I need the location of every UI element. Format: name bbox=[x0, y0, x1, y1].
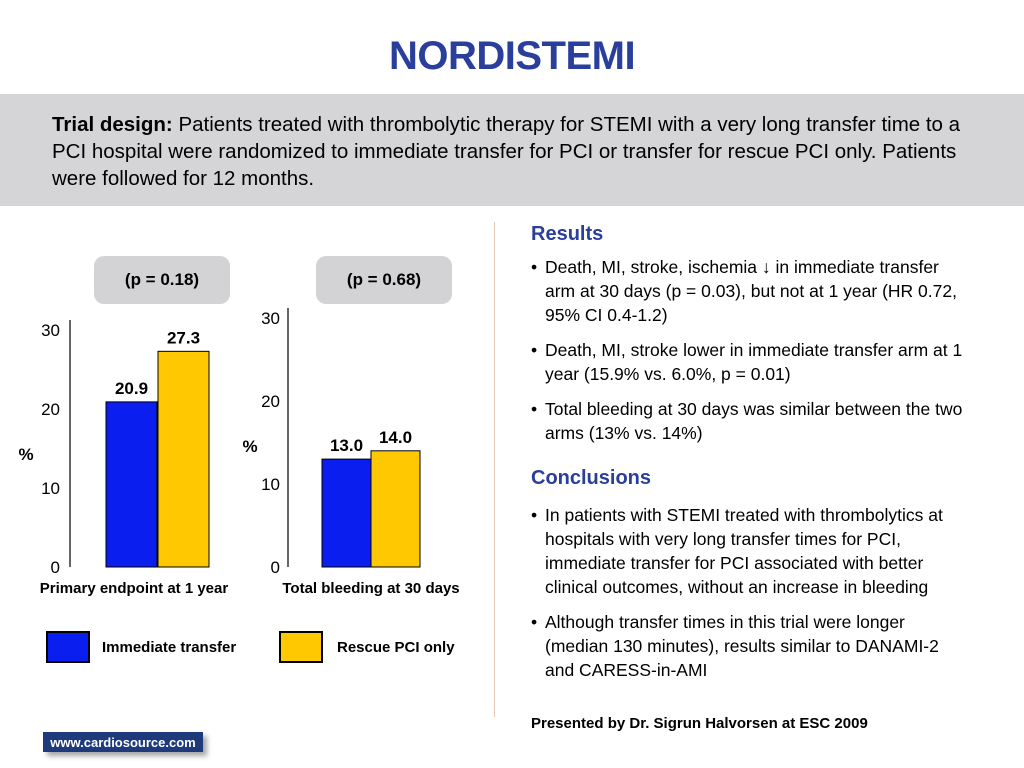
chart1-bar-immediate bbox=[105, 401, 158, 568]
chart2-y-tick-label: 0 bbox=[271, 558, 280, 577]
results-heading: Results bbox=[531, 223, 604, 245]
chart1-y-tick-label: 0 bbox=[51, 558, 60, 577]
results-item: • Death, MI, stroke lower in immediate tr… bbox=[531, 340, 963, 384]
trial-design-text: Trial design: Patients treated with thro… bbox=[52, 111, 982, 192]
chart1-y-tick-label: 30 bbox=[41, 321, 60, 340]
presenter-credit: Presented by Dr. Sigrun Halvorsen at ESC… bbox=[531, 715, 868, 732]
chart2-y-tick-label: 10 bbox=[261, 475, 280, 494]
chart1-data-label: 20.9 bbox=[115, 379, 148, 398]
chart2-bar-rescue bbox=[370, 450, 421, 568]
bar-charts: 0 10 20 30% 20.9 27.3 Primary endpoint at 1 ye… bbox=[18, 308, 460, 597]
column-divider bbox=[494, 222, 495, 717]
chart2-x-axis-label: Total bleeding at 30 days bbox=[282, 580, 459, 597]
chart2-bar-immediate bbox=[321, 458, 372, 568]
trial-design-body: Patients treated with thrombolytic thera… bbox=[52, 113, 961, 190]
conclusions-heading: Conclusions bbox=[531, 467, 652, 489]
chart1-y-tick-label: 20 bbox=[41, 400, 60, 419]
chart2-y-tick-label: 20 bbox=[261, 392, 280, 411]
legend-swatch-rescue bbox=[279, 631, 323, 663]
chart1-bar-rescue bbox=[157, 350, 210, 568]
chart1-data-label: 27.3 bbox=[167, 328, 200, 347]
legend-label-immediate: Immediate transfer bbox=[102, 639, 237, 656]
chart2-data-label: 13.0 bbox=[330, 436, 363, 455]
cardiosource-logo[interactable]: www.cardiosource.com bbox=[43, 732, 203, 752]
chart2-y-tick-label: 30 bbox=[261, 309, 280, 328]
chart1-y-tick-label: 10 bbox=[41, 479, 60, 498]
slide-title: NORDISTEMI bbox=[388, 34, 636, 78]
chart2-y-axis-label: % bbox=[242, 437, 257, 456]
chart1-x-axis-label: Primary endpoint at 1 year bbox=[40, 580, 229, 597]
results-list: • Death, MI, stroke, ischemia ↓ in immedi… bbox=[531, 255, 971, 456]
conclusions-list: • In patients with STEMI treated with thr… bbox=[531, 503, 971, 693]
results-item: • Death, MI, stroke, ischemia ↓ in immedi… bbox=[531, 257, 957, 325]
trial-design-panel bbox=[0, 94, 1024, 206]
results-item: • Total bleeding at 30 days was similar b… bbox=[531, 399, 963, 443]
conclusions-item: • Although transfer times in this trial w… bbox=[531, 612, 939, 680]
chart2-data-label: 14.0 bbox=[379, 428, 412, 447]
legend-label-rescue: Rescue PCI only bbox=[337, 639, 455, 656]
chart1-y-axis-label: % bbox=[18, 445, 33, 464]
trial-design-label: Trial design: bbox=[52, 113, 173, 136]
chart1-pvalue-badge: (p = 0.18) bbox=[94, 256, 230, 304]
legend-swatch-immediate bbox=[46, 631, 90, 663]
conclusions-item: • In patients with STEMI treated with thr… bbox=[531, 505, 943, 597]
chart2-pvalue-badge: (p = 0.68) bbox=[316, 256, 452, 304]
